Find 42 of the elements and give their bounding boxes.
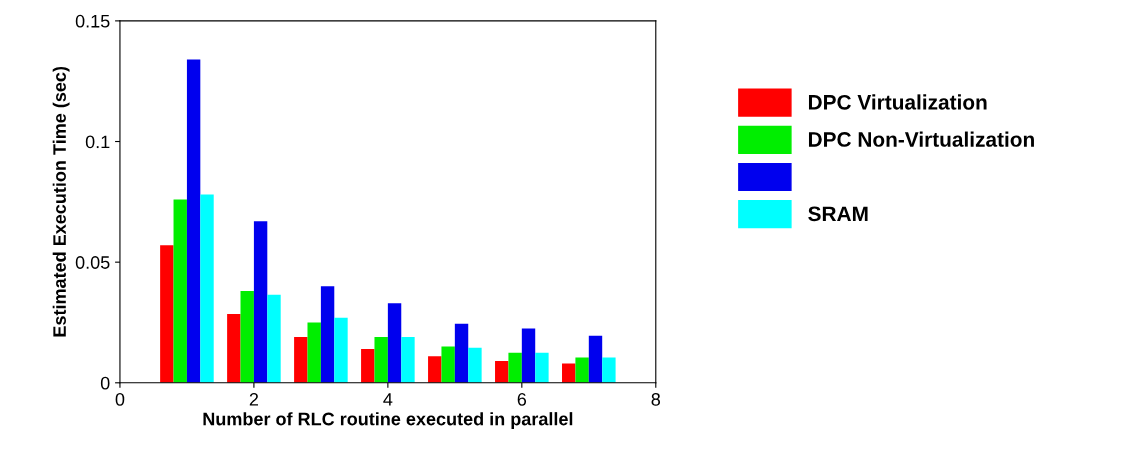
bar — [307, 322, 321, 383]
y-tick-label: 0.05 — [75, 256, 110, 269]
bar — [588, 335, 603, 383]
x-axis-title: Number of RLC routine executed in parallel — [203, 412, 573, 429]
bar — [320, 286, 335, 383]
bar — [521, 328, 536, 383]
bar — [428, 356, 442, 383]
bar — [240, 291, 254, 383]
bar — [160, 245, 174, 383]
bar — [173, 199, 187, 383]
bar — [441, 346, 455, 383]
y-tick-label: 0 — [100, 376, 110, 390]
y-tick-label: 0.15 — [75, 14, 110, 28]
x-tick-label: 8 — [651, 393, 661, 406]
bar — [401, 336, 415, 383]
bar — [294, 336, 308, 383]
bar — [495, 361, 509, 383]
x-tick-label: 2 — [249, 393, 259, 406]
legend-label: SRAM — [808, 206, 868, 222]
bar — [200, 194, 214, 383]
bar — [253, 221, 268, 383]
bar — [468, 347, 482, 383]
x-tick-label: 0 — [115, 393, 125, 406]
bar — [508, 352, 522, 383]
bar — [227, 314, 241, 383]
x-tick-label: 4 — [383, 393, 393, 406]
x-tick-label: 6 — [517, 393, 527, 406]
legend-label: DPC Non-Virtualization — [808, 131, 1034, 147]
legend-label: DPC Virtualization — [808, 94, 987, 110]
y-tick-label: 0.1 — [85, 135, 110, 149]
bar — [602, 357, 616, 383]
bar — [535, 352, 549, 383]
y-axis-title: Estimated Execution Time (sec) — [52, 66, 70, 337]
bar — [334, 317, 348, 383]
bar — [186, 59, 201, 383]
bar — [374, 336, 388, 383]
bar — [387, 303, 402, 383]
bar — [562, 363, 576, 383]
bar — [575, 357, 589, 383]
bar — [267, 294, 281, 383]
bar — [454, 323, 469, 383]
bar — [361, 349, 375, 383]
